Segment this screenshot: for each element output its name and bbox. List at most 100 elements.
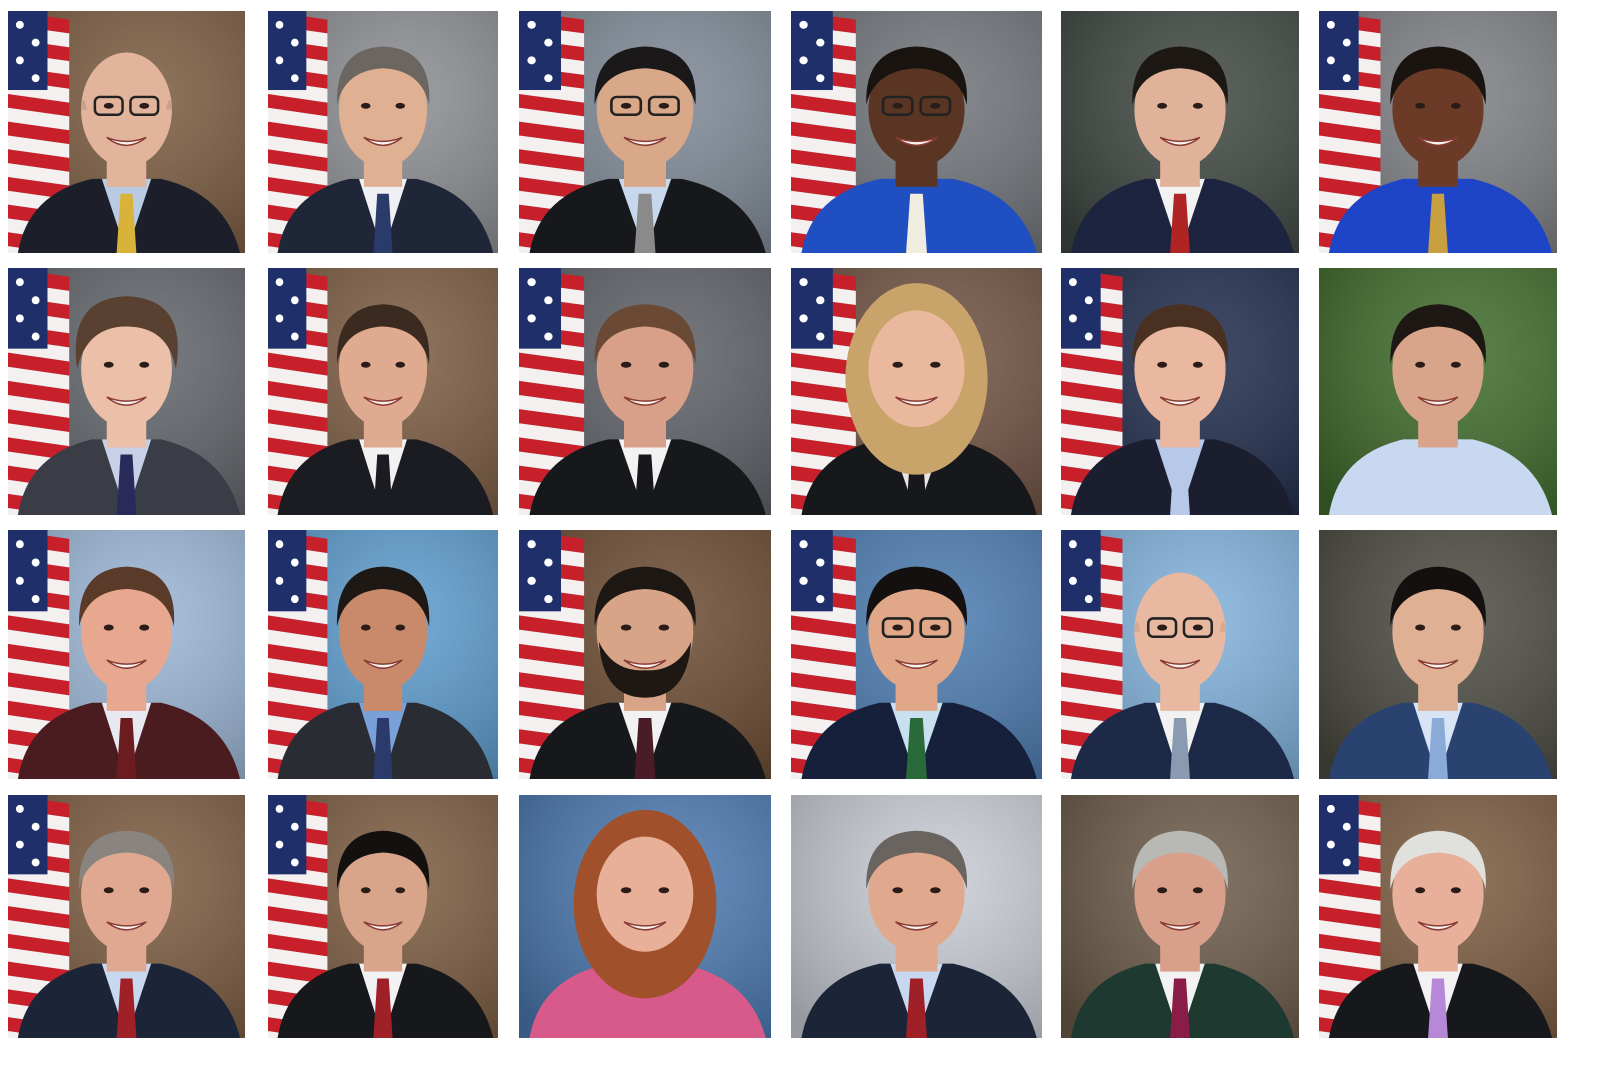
face xyxy=(868,572,965,691)
portrait-photo xyxy=(791,530,1042,779)
american-flag xyxy=(8,268,70,515)
smile xyxy=(1417,659,1459,669)
tie xyxy=(373,978,393,1038)
face xyxy=(338,310,428,428)
tie xyxy=(906,978,927,1038)
smile xyxy=(895,396,938,406)
eye xyxy=(360,102,371,109)
hair xyxy=(336,304,430,364)
portrait-photo xyxy=(519,530,771,779)
smile xyxy=(1159,659,1201,669)
smile xyxy=(363,136,403,147)
face xyxy=(81,52,172,168)
eye xyxy=(360,624,371,631)
hair xyxy=(336,566,430,627)
eye xyxy=(103,887,114,894)
glasses xyxy=(881,95,914,116)
eye xyxy=(1450,887,1461,894)
eye xyxy=(395,887,406,894)
american-flag xyxy=(1061,530,1123,779)
portrait-photo xyxy=(8,11,245,253)
portrait-photo xyxy=(1319,795,1557,1038)
tie xyxy=(373,718,393,779)
tie xyxy=(634,193,656,253)
portrait-photo xyxy=(1061,795,1299,1038)
smile xyxy=(106,659,147,669)
smile xyxy=(895,136,938,147)
tie xyxy=(1170,978,1190,1038)
hair xyxy=(594,46,696,105)
tie xyxy=(373,193,393,253)
eye xyxy=(620,361,632,368)
eye xyxy=(892,624,903,631)
portrait-photo xyxy=(1061,268,1299,515)
smile xyxy=(895,659,938,669)
smile xyxy=(895,921,938,931)
tie xyxy=(373,454,393,515)
tie xyxy=(1170,718,1190,779)
eye xyxy=(620,624,632,631)
face xyxy=(596,52,694,168)
glasses xyxy=(93,95,124,116)
tie xyxy=(116,454,137,515)
eye xyxy=(658,624,670,631)
smile xyxy=(623,396,667,406)
face xyxy=(868,836,965,952)
portrait-photo xyxy=(791,268,1042,515)
face xyxy=(1392,310,1484,428)
smile xyxy=(623,659,667,669)
tie xyxy=(116,978,137,1038)
eye xyxy=(1157,361,1168,368)
face xyxy=(81,310,172,428)
eye xyxy=(1415,624,1426,631)
eye xyxy=(1157,102,1168,109)
smile xyxy=(1417,921,1459,931)
portrait-photo xyxy=(268,11,498,253)
hair xyxy=(866,566,967,627)
eye xyxy=(1192,102,1203,109)
hair xyxy=(866,46,967,105)
smile xyxy=(106,136,147,147)
eye xyxy=(930,624,941,631)
tie xyxy=(1428,193,1448,253)
smile xyxy=(106,396,147,406)
tie xyxy=(116,718,137,779)
hair xyxy=(336,46,430,105)
eye xyxy=(620,887,632,894)
face xyxy=(1134,836,1226,952)
hair xyxy=(594,304,696,364)
american-flag xyxy=(8,530,70,779)
eye xyxy=(892,102,903,109)
eye xyxy=(103,624,114,631)
american-flag xyxy=(1061,268,1123,515)
tie xyxy=(1170,454,1190,515)
tie xyxy=(1428,718,1448,779)
eye xyxy=(360,887,371,894)
eye xyxy=(1157,624,1168,631)
eye xyxy=(1415,102,1426,109)
eye xyxy=(139,102,150,109)
eye xyxy=(892,887,903,894)
eye xyxy=(1157,887,1168,894)
portrait-photo xyxy=(519,268,771,515)
hair xyxy=(75,296,178,369)
portrait-photo xyxy=(8,795,245,1038)
tie xyxy=(634,454,656,515)
face xyxy=(596,310,694,428)
eye xyxy=(103,102,114,109)
face xyxy=(81,836,172,952)
face xyxy=(81,572,172,691)
smile xyxy=(363,659,403,669)
eye xyxy=(1450,624,1461,631)
eye xyxy=(892,361,903,368)
face xyxy=(1392,52,1484,168)
hair xyxy=(594,566,696,627)
glasses xyxy=(1147,617,1178,638)
portrait-photo xyxy=(1319,11,1557,253)
portrait-photo xyxy=(791,795,1042,1038)
portrait-photo xyxy=(791,11,1042,253)
portrait-photo xyxy=(1061,530,1299,779)
eye xyxy=(139,361,150,368)
face xyxy=(338,836,428,952)
